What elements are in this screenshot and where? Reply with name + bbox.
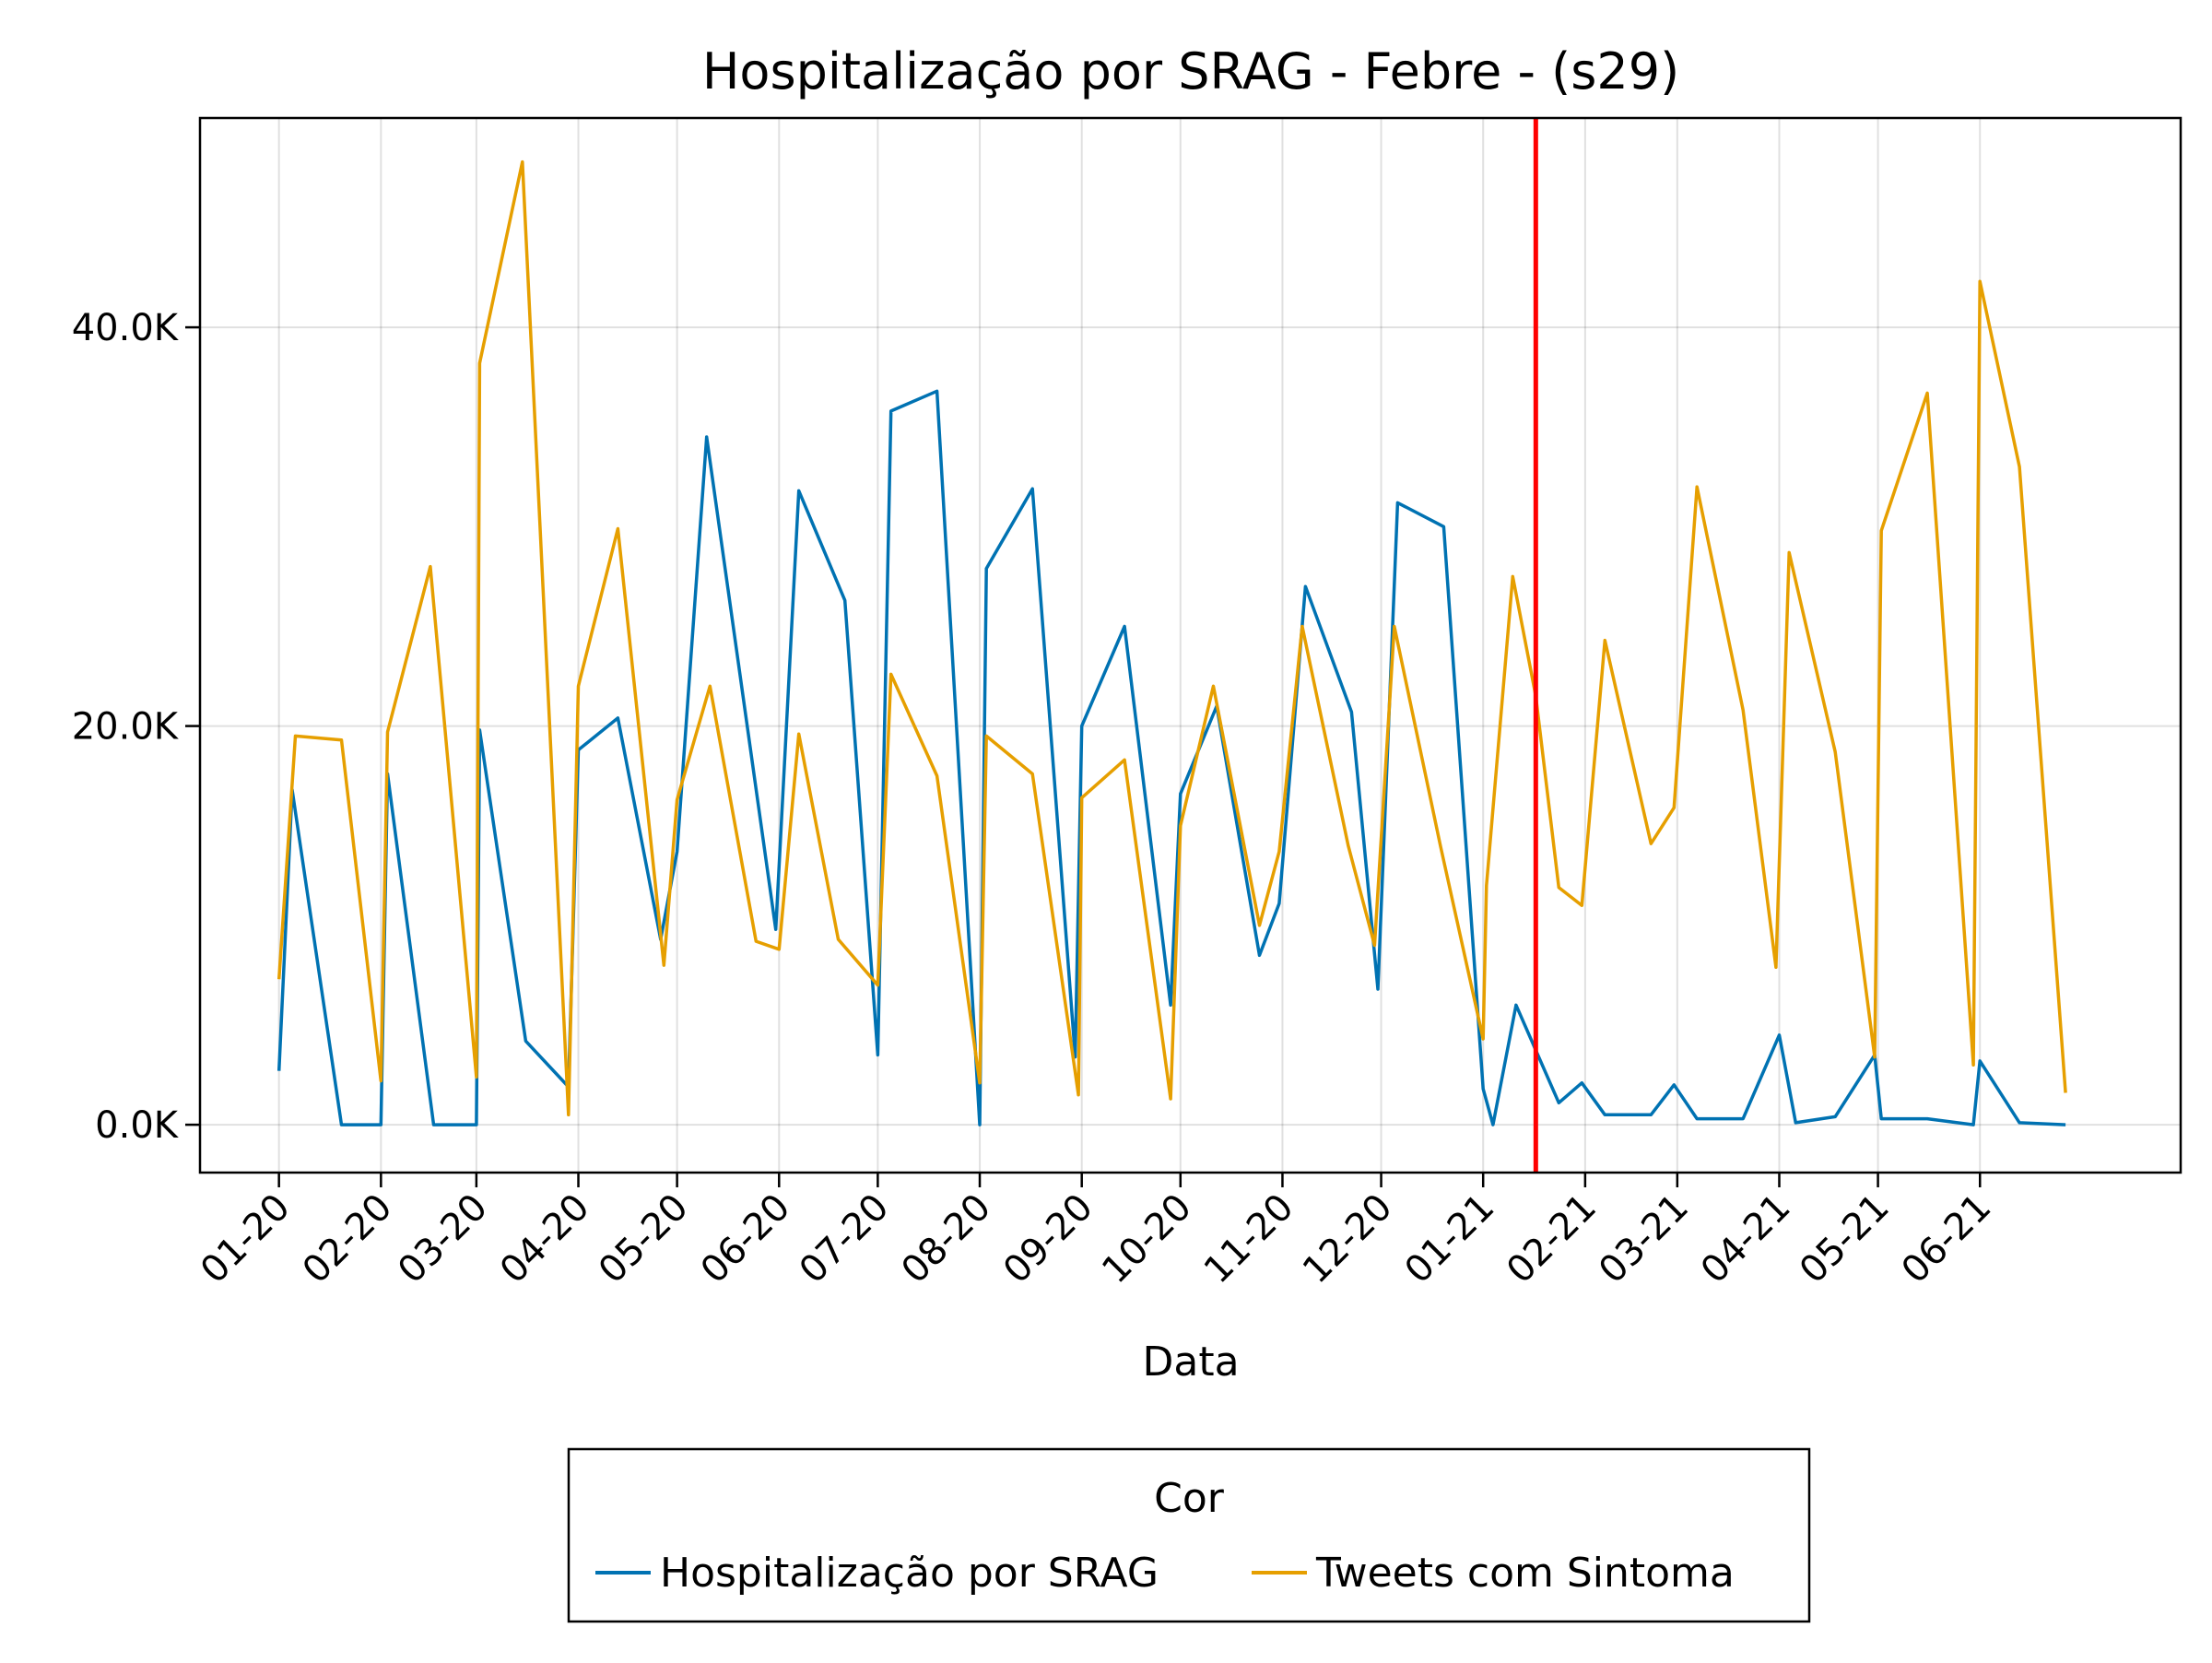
legend[interactable]: Cor Hospitalização por SRAG Tweets com Si… — [567, 1447, 1811, 1623]
legend-label-2: Tweets com Sintoma — [1315, 1550, 1735, 1597]
y-tick-label: 40.0K — [72, 307, 180, 349]
legend-title: Cor — [1154, 1475, 1225, 1522]
legend-box — [567, 1447, 1811, 1623]
y-tick-label: 20.0K — [72, 706, 180, 749]
series-line-2 — [276, 159, 2067, 1117]
chart-title: Hospitalização por SRAG - Febre - (s29) — [702, 42, 1679, 100]
x-axis-label: Data — [1142, 1339, 1239, 1386]
legend-label-1: Hospitalização por SRAG — [660, 1550, 1159, 1597]
plot-frame — [198, 116, 2183, 1174]
y-tick-label: 0.0K — [95, 1104, 180, 1147]
series-layer — [276, 159, 2067, 1126]
legend-items: Hospitalização por SRAG Tweets com Sintom… — [595, 1550, 1735, 1597]
